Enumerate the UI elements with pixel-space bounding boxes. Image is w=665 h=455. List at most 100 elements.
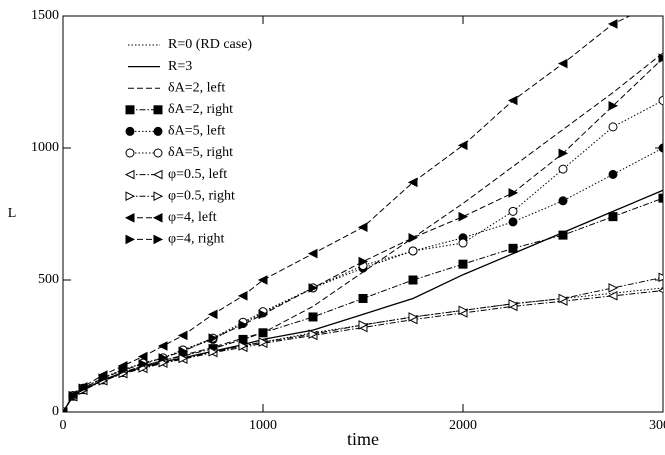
x-axis-label: time — [347, 429, 379, 449]
marker — [358, 256, 369, 267]
legend-label: δA=5, left — [168, 124, 225, 139]
marker — [307, 248, 318, 259]
marker — [208, 346, 219, 357]
marker — [125, 191, 136, 202]
marker — [557, 58, 568, 69]
marker — [258, 309, 269, 320]
y-axis-label: L — [8, 206, 17, 221]
marker — [258, 337, 269, 347]
y-tick-label: 0 — [52, 404, 59, 419]
marker — [408, 232, 419, 243]
marker — [508, 188, 519, 198]
marker — [237, 291, 248, 301]
marker — [608, 122, 618, 132]
marker — [558, 164, 568, 174]
marker — [657, 288, 663, 294]
marker — [118, 365, 129, 376]
series-line — [63, 197, 663, 412]
marker — [407, 177, 418, 188]
marker — [658, 143, 663, 153]
legend-label: φ=0.5, left — [168, 167, 227, 182]
plot-frame — [62, 15, 664, 413]
marker — [177, 330, 188, 341]
marker — [508, 243, 518, 253]
marker — [78, 383, 89, 394]
marker — [659, 0, 665, 4]
marker — [308, 312, 318, 322]
marker — [558, 230, 568, 240]
y-tick-label: 500 — [38, 272, 59, 287]
marker — [607, 19, 618, 29]
marker — [408, 312, 419, 322]
marker — [558, 148, 569, 159]
marker — [358, 293, 368, 303]
marker — [125, 126, 135, 136]
marker — [157, 341, 168, 351]
marker — [658, 193, 663, 203]
marker — [658, 272, 663, 283]
marker — [153, 191, 164, 202]
marker — [152, 169, 163, 180]
legend-label: R=0 (RD case) — [168, 37, 252, 52]
marker — [558, 196, 568, 206]
marker — [98, 373, 109, 384]
series-line — [63, 287, 663, 412]
marker — [357, 222, 368, 233]
marker — [152, 212, 163, 223]
marker — [125, 234, 136, 245]
marker — [207, 309, 218, 320]
marker — [408, 275, 418, 285]
marker — [608, 169, 618, 179]
marker — [457, 140, 468, 151]
x-tick-label: 3000 — [649, 418, 665, 433]
marker — [257, 275, 268, 285]
marker — [258, 328, 268, 338]
marker — [138, 359, 149, 369]
series-line — [63, 147, 663, 412]
legend-label: φ=4, left — [168, 210, 217, 225]
marker — [178, 346, 189, 357]
y-tick-label: 1500 — [31, 8, 59, 23]
marker — [208, 333, 219, 343]
marker — [238, 320, 249, 330]
marker — [308, 283, 319, 293]
x-tick-label: 1000 — [249, 418, 277, 433]
marker — [158, 353, 169, 363]
marker — [63, 409, 69, 412]
legend-label: φ=4, right — [168, 232, 225, 247]
legend-label: δA=2, left — [168, 80, 225, 95]
marker — [458, 238, 468, 248]
marker — [238, 334, 248, 344]
marker — [238, 341, 249, 351]
series-line — [63, 52, 663, 412]
marker — [124, 169, 135, 180]
marker — [125, 105, 135, 115]
marker — [608, 212, 618, 222]
y-tick-label: 1000 — [31, 140, 59, 155]
marker — [358, 320, 369, 330]
marker — [458, 305, 469, 316]
marker — [308, 329, 319, 339]
series-line — [63, 57, 663, 412]
marker — [153, 126, 163, 136]
marker — [137, 351, 148, 362]
marker — [408, 246, 418, 256]
marker — [507, 95, 518, 106]
marker — [508, 298, 519, 309]
marker — [458, 211, 469, 222]
marker — [125, 148, 135, 158]
plot-area — [63, 0, 665, 412]
marker — [608, 283, 619, 293]
marker — [558, 293, 569, 304]
marker — [124, 212, 135, 223]
marker — [458, 259, 468, 269]
marker — [508, 217, 518, 227]
legend-label: δA=2, right — [168, 102, 233, 117]
marker — [508, 206, 518, 216]
marker — [178, 353, 189, 364]
marker — [68, 390, 79, 401]
marker — [608, 100, 619, 111]
legend-label: R=3 — [168, 59, 192, 74]
legend-label: φ=0.5, right — [168, 188, 235, 203]
